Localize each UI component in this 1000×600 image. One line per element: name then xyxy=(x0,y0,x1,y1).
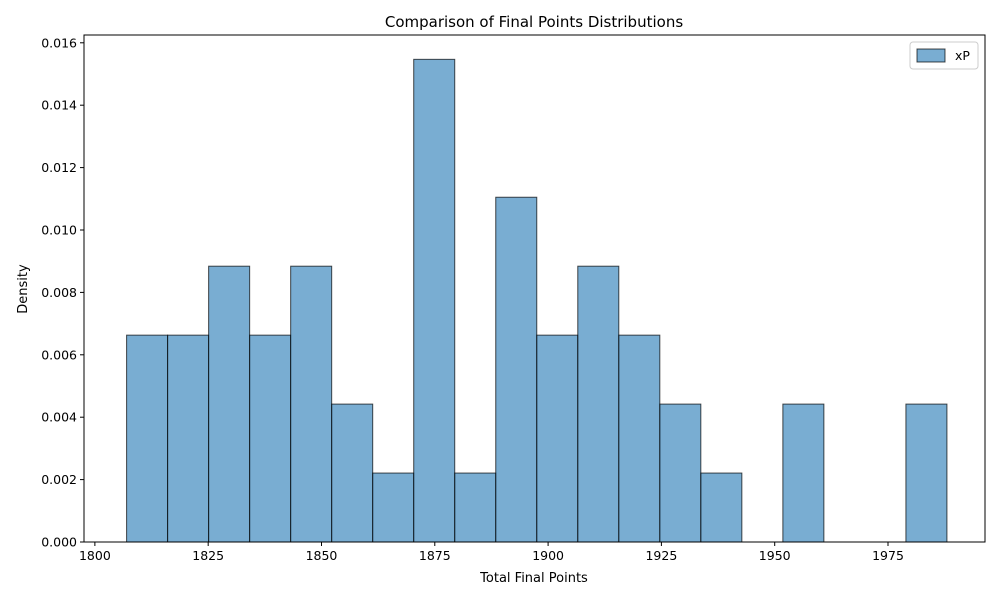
x-tick-label: 1850 xyxy=(306,548,338,563)
x-tick-label: 1925 xyxy=(645,548,677,563)
legend-entry-label: xP xyxy=(955,48,970,63)
y-axis-ticks: 0.000 0.002 0.004 0.006 0.008 0.010 0.012 0.014… xyxy=(41,35,84,550)
y-tick-label: 0.016 xyxy=(41,35,77,50)
histogram-bar xyxy=(372,472,415,543)
histogram-bar xyxy=(905,403,948,543)
histogram-bar xyxy=(208,265,251,543)
y-tick-label: 0.012 xyxy=(41,160,77,175)
x-axis-ticks: 1800 1825 1850 1875 1900 1925 1950 1975 xyxy=(79,542,904,563)
histogram-bar xyxy=(413,58,456,543)
histogram-bar xyxy=(454,472,497,543)
histogram-bar xyxy=(618,334,661,543)
y-tick-label: 0.000 xyxy=(41,535,77,550)
histogram-bar xyxy=(249,334,292,543)
histogram-bar xyxy=(495,196,538,543)
chart-title: Comparison of Final Points Distributions xyxy=(385,13,683,31)
histogram-bar xyxy=(700,472,743,543)
histogram-bar xyxy=(290,265,333,543)
histogram-bar xyxy=(126,334,169,543)
histogram-bar xyxy=(577,265,620,543)
y-axis-label: Density xyxy=(16,264,31,314)
legend: xP xyxy=(909,41,979,70)
y-tick-label: 0.008 xyxy=(41,285,77,300)
y-tick-label: 0.004 xyxy=(41,410,77,425)
legend-swatch xyxy=(916,48,946,63)
histogram-bar xyxy=(331,403,374,543)
x-tick-label: 1800 xyxy=(79,548,111,563)
y-tick-label: 0.006 xyxy=(41,347,77,362)
y-tick-label: 0.014 xyxy=(41,98,77,113)
histogram-bar xyxy=(167,334,210,543)
bars-group xyxy=(126,58,948,543)
histogram-bar xyxy=(536,334,579,543)
x-tick-label: 1950 xyxy=(759,548,791,563)
plot-frame xyxy=(83,34,986,543)
y-tick-label: 0.002 xyxy=(41,472,77,487)
y-tick-label: 0.010 xyxy=(41,223,77,238)
x-tick-label: 1825 xyxy=(192,548,224,563)
histogram-bar xyxy=(782,403,825,543)
x-axis-label: Total Final Points xyxy=(479,571,588,586)
x-tick-label: 1900 xyxy=(532,548,564,563)
histogram-bar xyxy=(659,403,702,543)
x-tick-label: 1875 xyxy=(419,548,451,563)
x-tick-label: 1975 xyxy=(872,548,904,563)
